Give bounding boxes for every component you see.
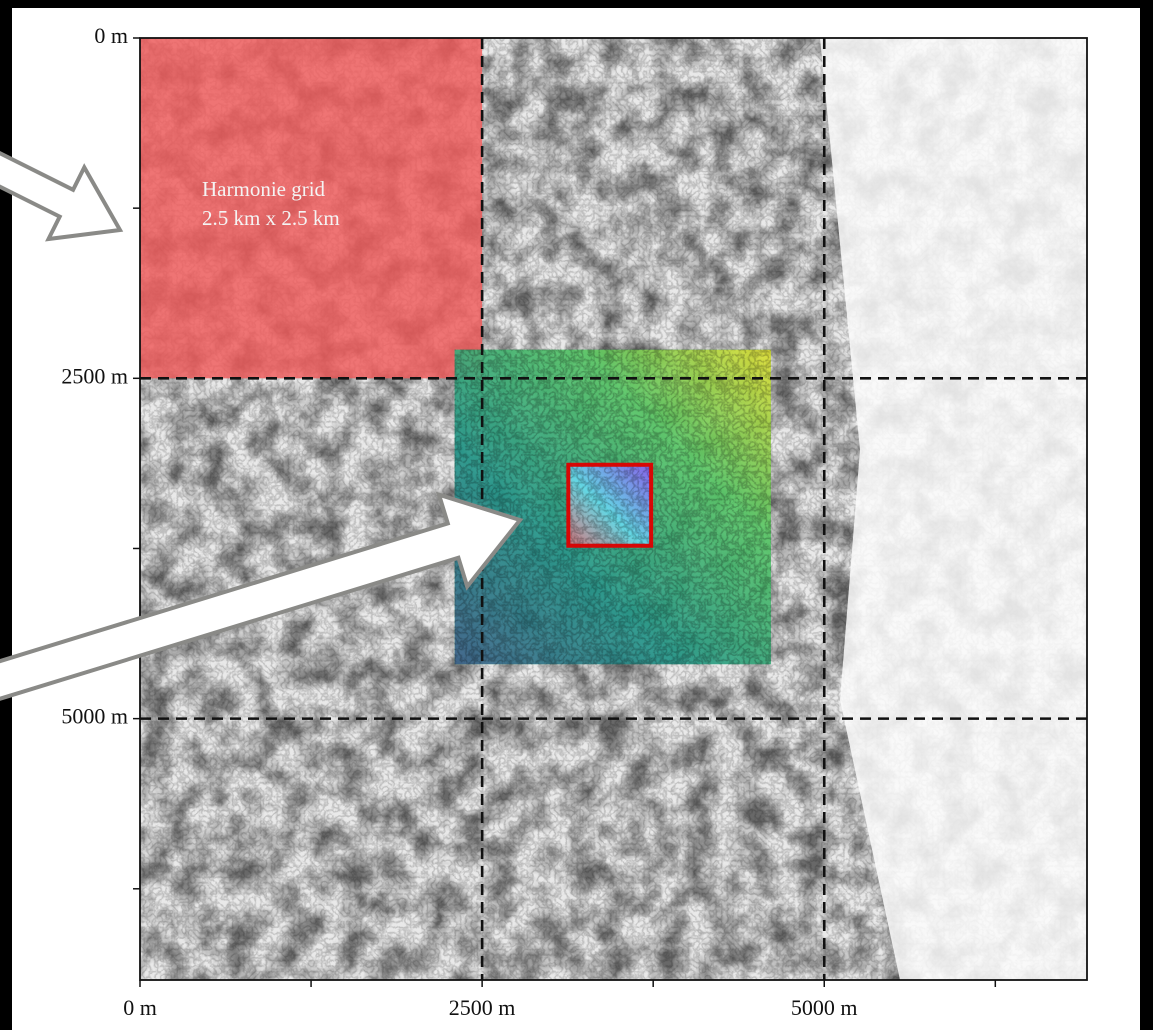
page: {"axes": { "xlim": [0, 6920], "ylim": [6… xyxy=(0,0,1153,1030)
domain-texture xyxy=(568,465,651,546)
x-tick-label: 2500 m xyxy=(449,995,516,1020)
domain xyxy=(568,465,651,546)
y-tick-label: 0 m xyxy=(94,23,128,48)
y-tick-label: 2500 m xyxy=(61,363,128,388)
x-tick-label: 5000 m xyxy=(791,995,858,1020)
x-tick-label: 0 m xyxy=(123,995,157,1020)
annotation: Harmonie grid xyxy=(202,177,326,201)
figure: 0 m 2500 m 5000 m 0 m 2500 m 5000 m Harmonie g… xyxy=(0,0,1153,1030)
y-tick-label: 5000 m xyxy=(61,704,128,729)
annotation: 2.5 km x 2.5 km xyxy=(202,206,340,230)
